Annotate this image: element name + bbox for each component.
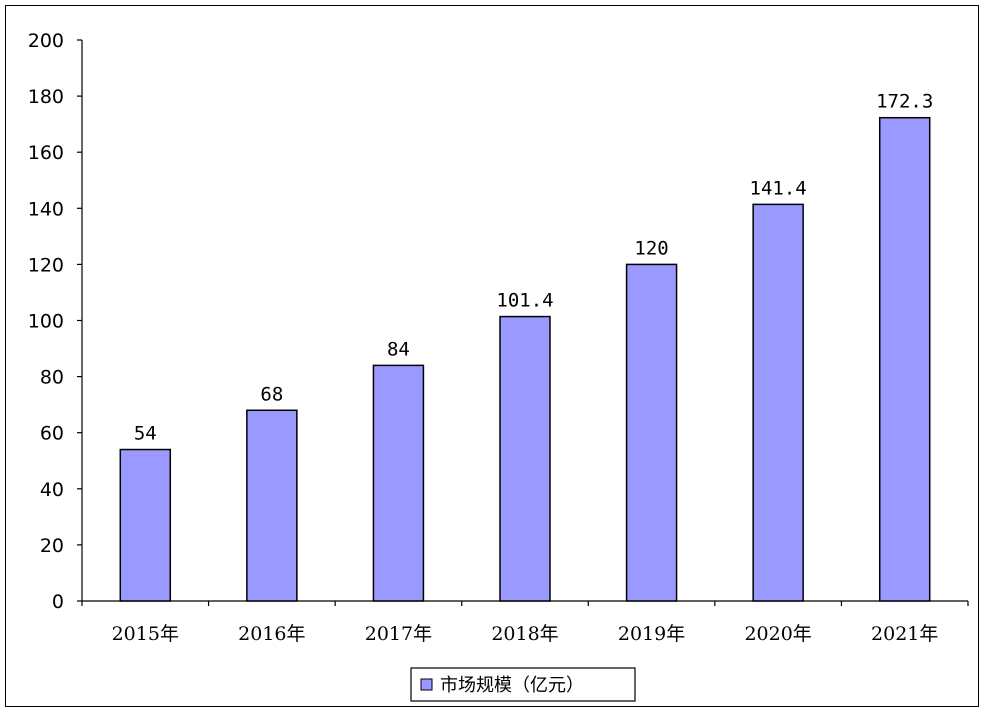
x-tick-label: 2019年 (618, 623, 685, 645)
y-axis: 0 20 40 60 80 100 120 140 160 180 200 (28, 30, 83, 613)
bar-2017年 (372, 364, 425, 602)
data-label: 141.4 (750, 177, 807, 199)
bar-2020年 (752, 203, 804, 602)
y-tick-label: 100 (28, 311, 64, 333)
x-tick-label: 2018年 (491, 623, 558, 645)
bar-2018年 (499, 315, 551, 602)
data-label: 68 (260, 383, 283, 405)
data-label: 84 (387, 338, 410, 360)
legend-label: 市场规模（亿元） (440, 675, 584, 696)
y-tick-label: 80 (40, 367, 64, 389)
legend-box (410, 667, 636, 702)
x-tick-label: 2016年 (238, 623, 305, 645)
x-tick-label: 2015年 (112, 623, 179, 645)
data-label: 54 (134, 423, 157, 445)
bar-2016年 (246, 409, 298, 602)
x-axis: 2015年 2016年 2017年 2018年 2019年 2020年 2021年 (81, 600, 969, 645)
data-label: 172.3 (876, 91, 933, 113)
y-tick-label: 180 (28, 86, 64, 108)
y-tick-label: 160 (28, 142, 64, 164)
x-tick-label: 2020年 (744, 623, 811, 645)
legend: 市场规模（亿元） (410, 667, 636, 702)
legend-swatch (420, 678, 433, 691)
y-tick-label: 20 (40, 535, 64, 557)
x-tick-label: 2017年 (365, 623, 432, 645)
y-tick-label: 60 (40, 423, 64, 445)
y-tick-label: 140 (28, 198, 64, 220)
bars (119, 116, 931, 602)
bar-2019年 (625, 263, 678, 602)
data-label: 101.4 (496, 290, 553, 312)
y-tick-label: 0 (52, 591, 64, 613)
data-labels: 54 68 84 101.4 120 141.4 172.3 (134, 91, 933, 445)
y-tick-label: 40 (40, 479, 64, 501)
y-tick-label: 120 (28, 254, 64, 276)
y-tick-label: 200 (28, 30, 64, 52)
bar-2015年 (119, 448, 172, 602)
bar-2021年 (878, 116, 931, 602)
x-tick-label: 2021年 (871, 623, 938, 645)
data-label: 120 (634, 237, 668, 259)
